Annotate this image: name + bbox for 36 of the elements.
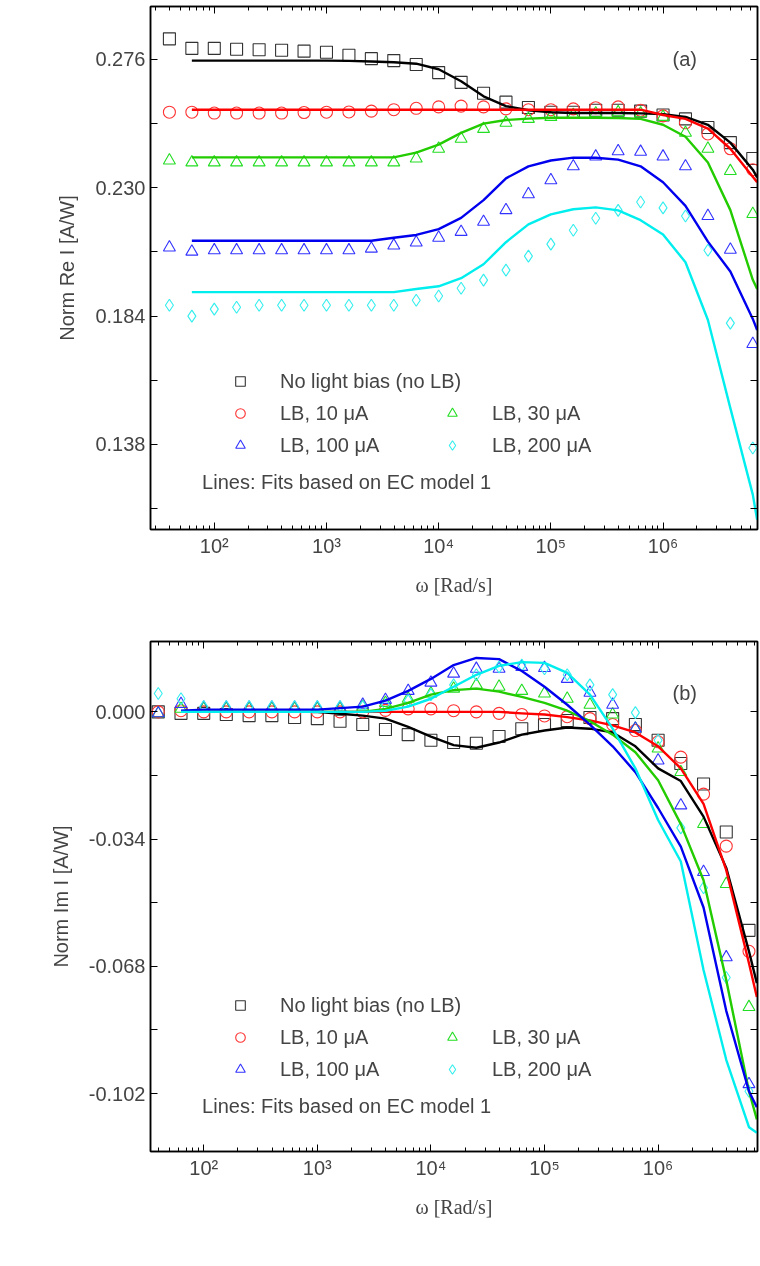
x-tick-label: 10²	[199, 534, 230, 557]
x-tick-label: 10⁶	[642, 1156, 674, 1179]
y-tick-label: -0.034	[88, 828, 146, 851]
y-tick-label: -0.102	[88, 1082, 146, 1105]
annotation: (a)	[672, 47, 697, 70]
annotation: (b)	[672, 681, 697, 704]
legend-label: LB, 100 μA	[280, 432, 380, 458]
legend-label: LB, 200 μA	[492, 1056, 592, 1082]
x-tick-label: 10⁵	[535, 534, 567, 557]
y-tick-label: 0.138	[95, 433, 146, 456]
legend-label: No light bias (no LB)	[280, 992, 462, 1018]
legend-label: LB, 100 μA	[280, 1056, 380, 1082]
y-tick-label: -0.068	[88, 955, 146, 978]
annotation: Lines: Fits based on EC model 1	[202, 1094, 492, 1117]
y-tick-label: 0.000	[95, 700, 146, 723]
legend-label: LB, 10 μA	[280, 1024, 369, 1050]
legend-label: LB, 200 μA	[492, 432, 592, 458]
x-tick-label: 10⁴	[423, 534, 455, 557]
x-tick-label: 10²	[189, 1156, 219, 1179]
x-tick-label: 10⁶	[647, 534, 679, 557]
annotation: Lines: Fits based on EC model 1	[202, 471, 492, 494]
y-tick-label: 0.276	[95, 48, 146, 71]
x-axis-title: ω [Rad/s]	[415, 573, 493, 596]
legend-label: No light bias (no LB)	[280, 368, 462, 394]
y-tick-label: 0.184	[95, 305, 146, 328]
y-axis-title: Norm Re I [A/W]	[56, 195, 79, 341]
legend-label: LB, 30 μA	[492, 400, 581, 426]
x-axis-title: ω [Rad/s]	[415, 1195, 493, 1218]
x-tick-label: 10⁵	[529, 1156, 560, 1179]
x-tick-label: 10³	[302, 1156, 333, 1179]
legend-label: LB, 30 μA	[492, 1024, 581, 1050]
x-tick-label: 10⁴	[415, 1156, 447, 1179]
y-axis-title: Norm Im I [A/W]	[49, 825, 72, 968]
x-tick-label: 10³	[312, 534, 342, 557]
y-tick-label: 0.230	[95, 176, 146, 199]
legend-label: LB, 10 μA	[280, 400, 369, 426]
